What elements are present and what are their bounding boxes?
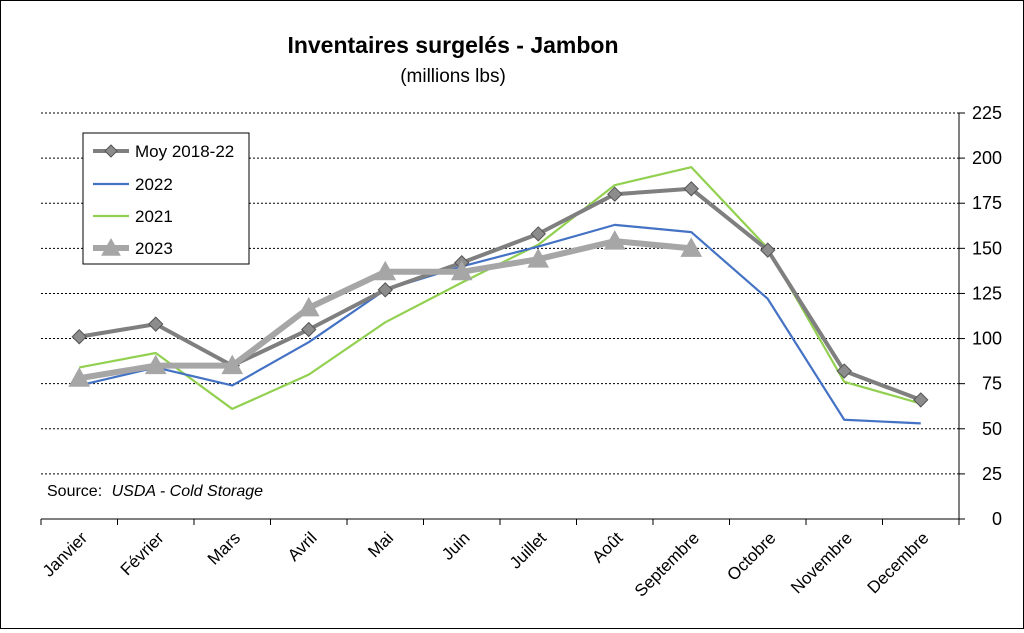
x-label-juin: Juin — [438, 528, 473, 563]
y-tick-label-175: 175 — [972, 193, 1002, 213]
point-moy-2018-22-mai — [377, 282, 393, 298]
legend-item-2021: 2021 — [93, 207, 173, 226]
point-moy-2018-22-avril — [301, 321, 317, 338]
y-axis-ticks: 0 25 50 75 100 125 150 175 200 225 — [959, 103, 1002, 529]
point-2023-mai — [374, 260, 397, 281]
series-2023 — [68, 230, 703, 387]
chart-title: Inventaires surgelés - Jambon — [287, 32, 618, 58]
x-label-decembre: Decembre — [864, 528, 933, 597]
legend-label-2022: 2022 — [135, 175, 173, 194]
chart-subtitle: (millions lbs) — [400, 66, 506, 87]
axes — [40, 113, 960, 525]
x-label-mai: Mai — [364, 528, 397, 561]
legend-item-2022: 2022 — [93, 175, 173, 194]
point-moy-2018-22-novembre — [836, 363, 852, 379]
point-2023-juin — [450, 260, 473, 281]
y-tick-label-50: 50 — [982, 419, 1002, 439]
series-2022 — [78, 223, 921, 425]
series-line-2022 — [78, 223, 921, 425]
x-label-octobre: Octobre — [723, 528, 779, 584]
point-2023-fevrier — [144, 354, 167, 375]
legend-item-moy-2018-22: Moy 2018-22 — [93, 142, 234, 161]
y-tick-label-225: 225 — [972, 103, 1002, 123]
legend: Moy 2018-22 2022 2021 2023 — [82, 132, 250, 265]
point-2023-mars — [221, 354, 244, 375]
point-moy-2018-22-decembre — [913, 392, 929, 408]
y-tick-label-200: 200 — [972, 148, 1002, 168]
y-tick-label-75: 75 — [982, 374, 1002, 394]
series-line-moy-2018-22 — [78, 186, 922, 402]
x-label-avril: Avril — [284, 528, 321, 565]
x-label-fevrier: Février — [117, 528, 168, 579]
legend-marker-2023 — [101, 237, 121, 256]
point-2023-avril — [297, 296, 320, 317]
legend-marker-moy-2018-22 — [104, 144, 118, 158]
x-label-septembre: Septembre — [631, 528, 703, 600]
point-moy-2018-22-septembre — [683, 181, 699, 197]
source-label: Source: — [47, 483, 102, 500]
x-label-aout: Août — [588, 528, 626, 566]
x-label-novembre: Novembre — [787, 528, 856, 597]
legend-label-moy-2018-22: Moy 2018-22 — [135, 142, 234, 161]
point-moy-2018-22-aout — [607, 186, 623, 202]
point-2023-juillet — [527, 248, 550, 268]
source-note: Source: USDA - Cold Storage — [47, 483, 263, 500]
y-tick-label-125: 125 — [972, 283, 1002, 303]
legend-label-2023: 2023 — [135, 239, 173, 258]
point-moy-2018-22-janvier — [71, 329, 87, 345]
legend-label-2021: 2021 — [135, 207, 173, 226]
y-tick-label-150: 150 — [972, 238, 1002, 258]
series-layer — [68, 166, 929, 425]
point-moy-2018-22-fevrier — [148, 316, 164, 332]
point-moy-2018-22-octobre — [760, 242, 776, 258]
y-tick-label-100: 100 — [972, 329, 1002, 349]
y-tick-label-25: 25 — [982, 464, 1002, 484]
y-tick-label-0: 0 — [992, 509, 1002, 529]
point-2023-aout — [603, 230, 626, 250]
point-2023-janvier — [68, 367, 91, 387]
legend-item-2023: 2023 — [93, 237, 173, 258]
point-2023-septembre — [680, 237, 703, 257]
x-label-mars: Mars — [204, 528, 244, 568]
point-moy-2018-22-juillet — [530, 226, 546, 242]
x-label-janvier: Janvier — [39, 528, 91, 580]
source-value: USDA - Cold Storage — [112, 483, 264, 500]
x-label-juillet: Juillet — [506, 528, 550, 572]
x-axis-labels: Janvier Février Mars Avril Mai Juin Juillet Aoû… — [39, 528, 933, 600]
